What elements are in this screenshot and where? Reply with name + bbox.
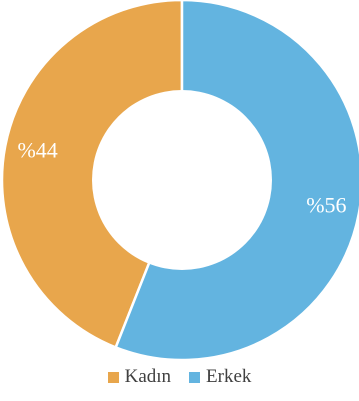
- slice-labels: %44 %56: [17, 138, 346, 218]
- legend: Kadın Erkek: [0, 366, 359, 388]
- legend-item-erkek: Erkek: [189, 366, 251, 388]
- donut-hole: [92, 90, 272, 270]
- data-label-erkek: %56: [306, 193, 346, 218]
- data-label-kadin: %44: [17, 138, 57, 163]
- legend-swatch-erkek: [189, 371, 201, 383]
- legend-swatch-kadin: [107, 371, 119, 383]
- legend-label-erkek: Erkek: [206, 366, 252, 387]
- legend-label-kadin: Kadın: [124, 366, 172, 387]
- slice-kadin: [0, 0, 184, 349]
- legend-item-kadin: Kadın: [107, 366, 172, 388]
